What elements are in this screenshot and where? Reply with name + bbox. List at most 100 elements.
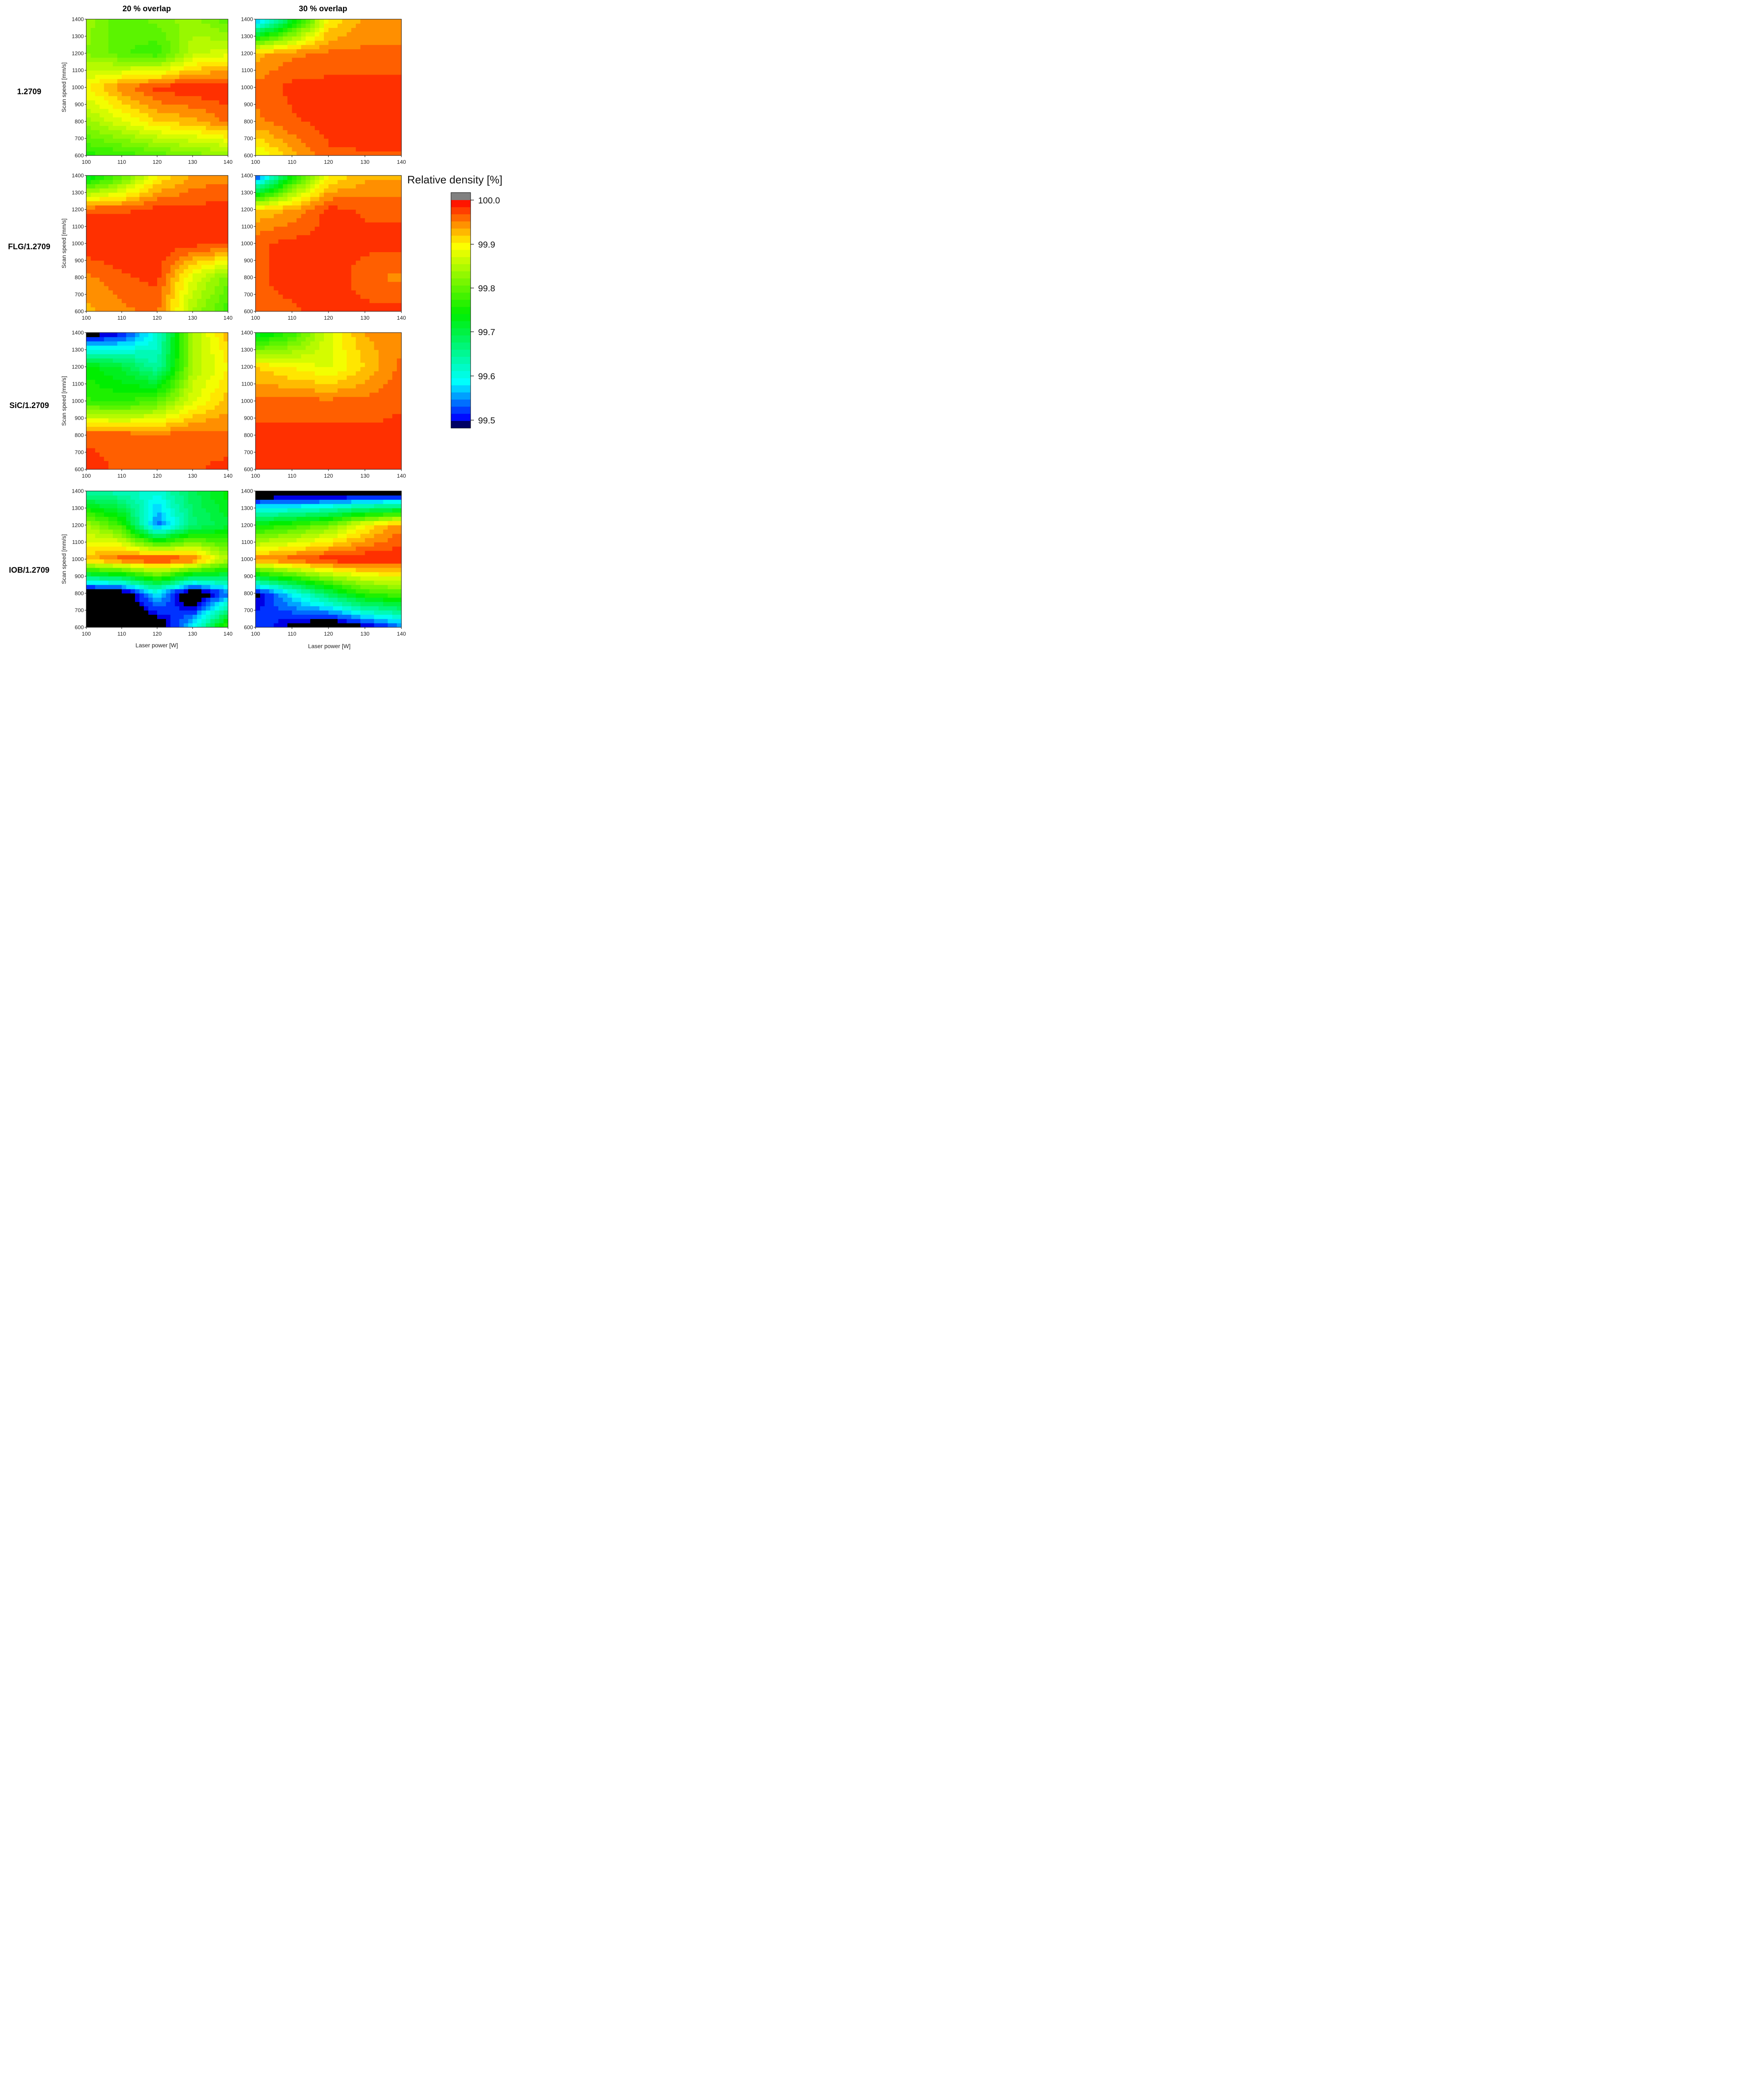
- contour-cell: [175, 443, 180, 448]
- contour-cell: [188, 401, 193, 406]
- contour-cell: [153, 456, 158, 461]
- contour-cell: [130, 286, 135, 291]
- contour-cell: [122, 277, 127, 282]
- contour-cell: [292, 294, 297, 299]
- contour-cell: [346, 53, 352, 58]
- contour-cell: [193, 143, 198, 148]
- contour-cell: [378, 121, 383, 126]
- contour-cell: [215, 57, 220, 62]
- contour-cell: [148, 294, 153, 299]
- contour-cell: [287, 243, 293, 248]
- contour-cell: [356, 40, 361, 45]
- contour-cell: [113, 456, 118, 461]
- contour-cell: [117, 45, 122, 50]
- contour-cell: [356, 248, 361, 252]
- contour-cell: [315, 205, 320, 210]
- contour-cell: [130, 201, 135, 205]
- contour-cell: [333, 264, 338, 269]
- contour-cell: [392, 53, 397, 58]
- contour-cell: [205, 252, 211, 257]
- contour-cell: [269, 230, 274, 235]
- contour-cell: [188, 143, 193, 148]
- contour-cell: [342, 49, 347, 54]
- contour-cell: [319, 269, 324, 273]
- contour-cell: [108, 465, 113, 469]
- contour-cell: [315, 180, 320, 184]
- contour-cell: [144, 465, 149, 469]
- contour-cell: [374, 273, 379, 278]
- contour-cell: [108, 53, 113, 58]
- contour-cell: [374, 222, 379, 227]
- contour-cell: [269, 57, 274, 62]
- contour-cell: [273, 180, 279, 184]
- contour-cell: [337, 79, 343, 83]
- contour-cell: [161, 248, 166, 252]
- contour-cell: [392, 36, 397, 41]
- contour-cell: [319, 248, 324, 252]
- contour-cell: [122, 66, 127, 71]
- contour-cell: [193, 104, 198, 109]
- contour-cell: [269, 74, 274, 79]
- contour-cell: [315, 113, 320, 118]
- contour-cell: [175, 184, 180, 189]
- contour-cell: [383, 87, 388, 92]
- contour-cell: [328, 205, 333, 210]
- contour-cell: [205, 57, 211, 62]
- contour-cell: [144, 91, 149, 96]
- contour-cell: [188, 409, 193, 414]
- contour-cell: [215, 91, 220, 96]
- contour-cell: [122, 62, 127, 67]
- contour-cell: [117, 121, 122, 126]
- contour-cell: [215, 95, 220, 100]
- contour-cell: [126, 79, 131, 83]
- contour-cell: [122, 439, 127, 444]
- contour-cell: [95, 461, 100, 466]
- contour-cell: [392, 205, 397, 210]
- contour-cell: [256, 269, 261, 273]
- contour-cell: [117, 264, 122, 269]
- contour-cell: [324, 74, 329, 79]
- contour-cell: [301, 117, 306, 122]
- contour-cell: [306, 49, 311, 54]
- contour-cell: [278, 53, 283, 58]
- contour-cell: [95, 175, 100, 180]
- contour-cell: [397, 213, 401, 218]
- contour-cell: [273, 260, 279, 265]
- contour-cell: [210, 213, 215, 218]
- contour-cell: [383, 239, 388, 244]
- contour-cell: [223, 201, 228, 205]
- contour-cell: [135, 180, 140, 184]
- contour-cell: [296, 57, 301, 62]
- contour-cell: [351, 209, 356, 214]
- contour-cell: [210, 117, 215, 122]
- contour-cell: [117, 452, 122, 457]
- contour-cell: [144, 461, 149, 466]
- contour-cell: [337, 130, 343, 135]
- contour-cell: [378, 125, 383, 130]
- contour-cell: [397, 277, 401, 282]
- contour-cell: [188, 79, 193, 83]
- contour-cell: [369, 104, 374, 109]
- contour-cell: [183, 222, 188, 227]
- contour-cell: [392, 143, 397, 148]
- contour-cell: [319, 264, 324, 269]
- contour-cell: [157, 439, 162, 444]
- contour-cell: [360, 243, 366, 248]
- contour-cell: [210, 226, 215, 231]
- contour-cell: [113, 113, 118, 118]
- contour-cell: [183, 461, 188, 466]
- contour-cell: [328, 134, 333, 139]
- contour-cell: [197, 281, 202, 286]
- contour-cell: [219, 57, 224, 62]
- contour-cell: [188, 19, 193, 24]
- contour-cell: [130, 23, 135, 28]
- contour-cell: [365, 87, 370, 92]
- contour-cell: [153, 91, 158, 96]
- contour-cell: [130, 264, 135, 269]
- contour-cell: [269, 134, 274, 139]
- contour-cell: [161, 396, 166, 401]
- contour-cell: [117, 273, 122, 278]
- contour-cell: [273, 91, 279, 96]
- contour-cell: [369, 264, 374, 269]
- contour-cell: [269, 273, 274, 278]
